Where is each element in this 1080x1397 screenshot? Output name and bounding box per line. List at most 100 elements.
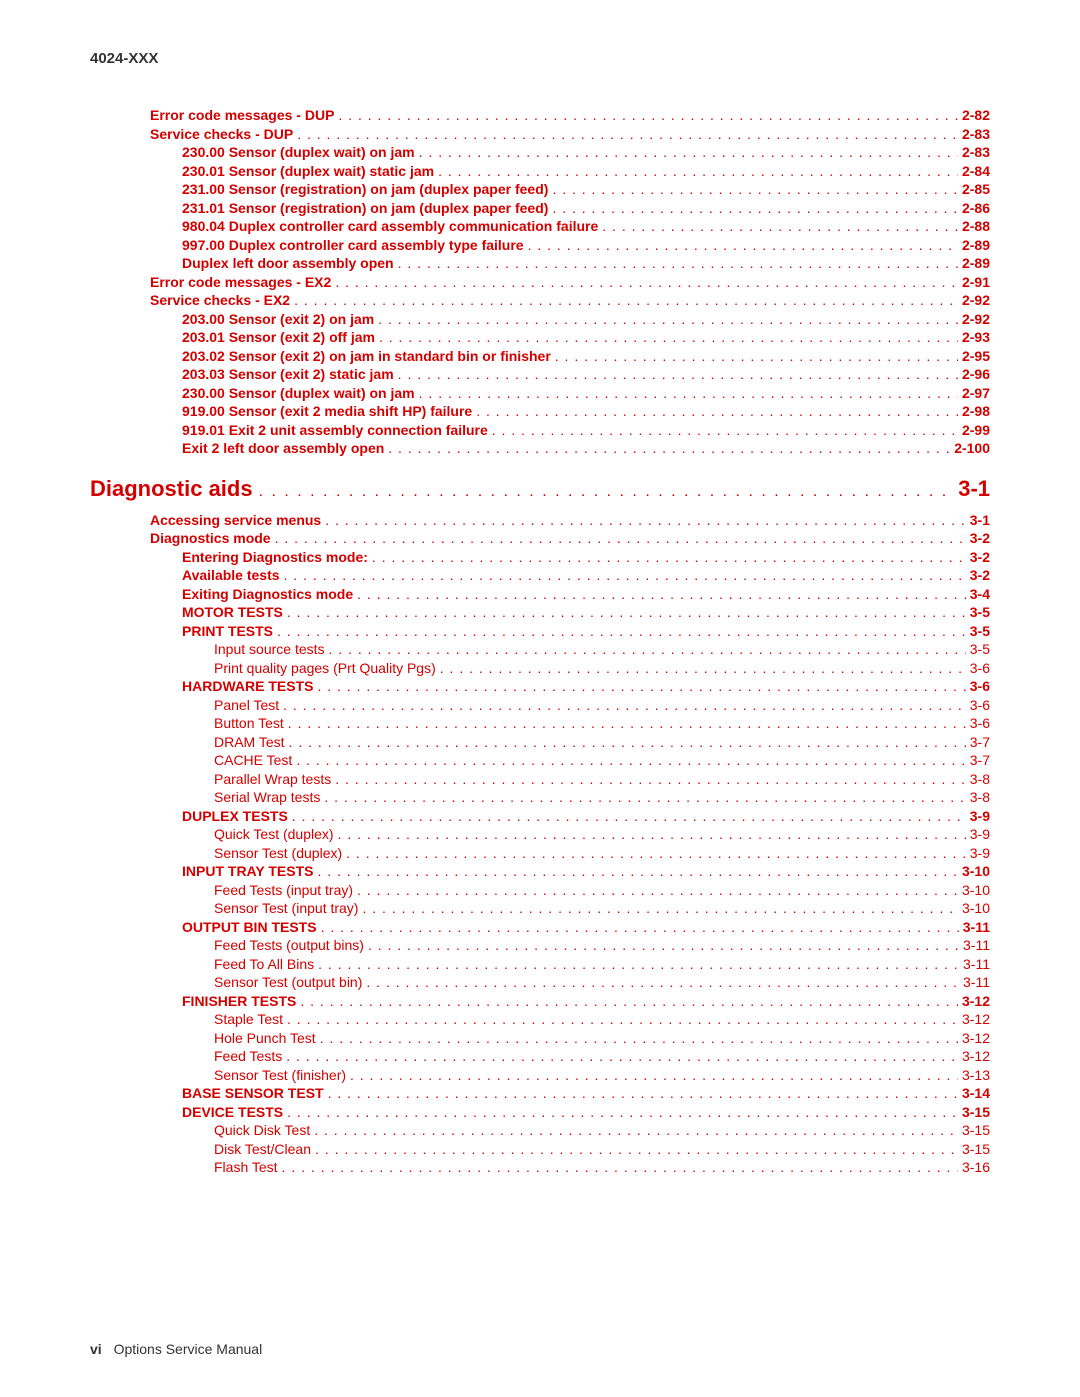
toc-entry-label[interactable]: Feed Tests (output bins) [214,937,364,955]
toc-entry: PRINT TESTS3-5 [182,623,990,641]
toc-entry-label[interactable]: Quick Test (duplex) [214,826,334,844]
toc-entry-label[interactable]: Duplex left door assembly open [182,255,394,273]
toc-entry-label[interactable]: Serial Wrap tests [214,789,320,807]
toc-entry-label[interactable]: Flash Test [214,1159,278,1177]
toc-entry-label[interactable]: Diagnostics mode [150,530,271,548]
toc-entry-label[interactable]: Service checks - DUP [150,126,293,144]
toc-entry-label[interactable]: 919.01 Exit 2 unit assembly connection f… [182,422,488,440]
toc-entry-label[interactable]: 203.03 Sensor (exit 2) static jam [182,366,394,384]
toc-leader [277,623,966,641]
toc-entry-label[interactable]: Hole Punch Test [214,1030,316,1048]
toc-entry-page: 3-6 [970,715,990,733]
toc-entry: Duplex left door assembly open 2-89 [182,255,990,273]
toc-entry: Accessing service menus3-1 [150,512,990,530]
toc-entry-label[interactable]: Button Test [214,715,284,733]
toc-entry-label[interactable]: 230.01 Sensor (duplex wait) static jam [182,163,434,181]
toc-entry-label[interactable]: 919.00 Sensor (exit 2 media shift HP) fa… [182,403,472,421]
toc-entry-label[interactable]: Entering Diagnostics mode: [182,549,368,567]
toc-leader [476,403,958,421]
toc-entry-label[interactable]: Input source tests [214,641,325,659]
toc-leader [284,567,966,585]
toc-entry-label[interactable]: OUTPUT BIN TESTS [182,919,317,937]
toc-entry-label[interactable]: PRINT TESTS [182,623,273,641]
footer-title: Options Service Manual [114,1341,263,1357]
toc-entry: Sensor Test (input tray)3-10 [214,900,990,918]
toc-leader [315,1141,958,1159]
toc-entry-label[interactable]: 203.01 Sensor (exit 2) off jam [182,329,375,347]
toc-entry-label[interactable]: Quick Disk Test [214,1122,310,1140]
toc-entry-label[interactable]: 203.00 Sensor (exit 2) on jam [182,311,374,329]
toc-entry-page: 2-89 [962,255,990,273]
toc-entry-label[interactable]: Sensor Test (finisher) [214,1067,346,1085]
toc-entry-label[interactable]: Exit 2 left door assembly open [182,440,384,458]
toc-entry-label[interactable]: 230.00 Sensor (duplex wait) on jam [182,144,415,162]
toc-entry-label[interactable]: Sensor Test (input tray) [214,900,358,918]
toc-entry-label[interactable]: FINISHER TESTS [182,993,296,1011]
toc-leader [286,1048,958,1066]
toc-entry-page: 3-12 [962,993,990,1011]
toc-entry: Panel Test3-6 [214,697,990,715]
toc-entry-page: 3-2 [970,567,990,585]
toc-entry-label[interactable]: 203.02 Sensor (exit 2) on jam in standar… [182,348,551,366]
toc-entry-page: 3-15 [962,1122,990,1140]
toc-entry: Feed Tests3-12 [214,1048,990,1066]
toc-entry-page: 3-16 [962,1159,990,1177]
toc-entry-label[interactable]: Panel Test [214,697,279,715]
toc-entry-label[interactable]: MOTOR TESTS [182,604,283,622]
toc-entry-label[interactable]: DRAM Test [214,734,285,752]
toc-section-title[interactable]: Diagnostic aids [90,476,253,502]
toc-leader [287,1104,958,1122]
toc-entry-label[interactable]: DUPLEX TESTS [182,808,288,826]
toc-leader [602,218,958,236]
toc-entry-page: 2-83 [962,126,990,144]
toc-entry-label[interactable]: Feed Tests [214,1048,282,1066]
toc-entry-label[interactable]: Print quality pages (Prt Quality Pgs) [214,660,436,678]
toc-leader [388,440,950,458]
toc-entry-label[interactable]: Sensor Test (output bin) [214,974,362,992]
toc-entry-label[interactable]: BASE SENSOR TEST [182,1085,324,1103]
toc-entry-label[interactable]: 980.04 Duplex controller card assembly c… [182,218,598,236]
toc-entry: Entering Diagnostics mode:3-2 [182,549,990,567]
toc-entry-label[interactable]: Feed Tests (input tray) [214,882,353,900]
toc-entry-label[interactable]: Available tests [182,567,280,585]
toc-entry: 231.01 Sensor (registration) on jam (dup… [182,200,990,218]
toc-entry-label[interactable]: Service checks - EX2 [150,292,290,310]
toc-entry-label[interactable]: Disk Test/Clean [214,1141,311,1159]
toc-leader [379,329,958,347]
toc-leader [338,826,966,844]
toc-entry-label[interactable]: Staple Test [214,1011,283,1029]
toc-leader [335,771,966,789]
toc-entry: INPUT TRAY TESTS3-10 [182,863,990,881]
page-footer: vi Options Service Manual [90,1341,262,1357]
toc-leader [324,789,965,807]
toc-entry-page: 2-92 [962,311,990,329]
toc-entry-label[interactable]: 997.00 Duplex controller card assembly t… [182,237,524,255]
toc-leader [300,993,958,1011]
toc-leader [419,385,958,403]
toc-entry: 230.00 Sensor (duplex wait) on jam2-83 [182,144,990,162]
toc-entry-page: 3-12 [962,1030,990,1048]
toc-entry-label[interactable]: INPUT TRAY TESTS [182,863,313,881]
toc-entry-label[interactable]: Error code messages - DUP [150,107,334,125]
toc-entry-label[interactable]: Parallel Wrap tests [214,771,331,789]
toc-entry: Parallel Wrap tests3-8 [214,771,990,789]
toc-entry-label[interactable]: 231.01 Sensor (registration) on jam (dup… [182,200,548,218]
toc-entry-label[interactable]: Sensor Test (duplex) [214,845,342,863]
toc-entry-page: 3-13 [962,1067,990,1085]
toc-entry: 980.04 Duplex controller card assembly c… [182,218,990,236]
toc-entry: Quick Test (duplex)3-9 [214,826,990,844]
toc-entry-label[interactable]: Error code messages - EX2 [150,274,331,292]
toc-entry-label[interactable]: 230.00 Sensor (duplex wait) on jam [182,385,415,403]
toc-entry-label[interactable]: CACHE Test [214,752,292,770]
document-code: 4024-XXX [90,50,990,67]
toc-leader [338,107,958,125]
toc-entry-label[interactable]: Feed To All Bins [214,956,314,974]
toc-entry-label[interactable]: DEVICE TESTS [182,1104,283,1122]
toc-entry-label[interactable]: Exiting Diagnostics mode [182,586,353,604]
toc-entry-page: 2-99 [962,422,990,440]
toc-entry-label[interactable]: HARDWARE TESTS [182,678,313,696]
toc-entry-label[interactable]: 231.00 Sensor (registration) on jam (dup… [182,181,548,199]
toc-entry-label[interactable]: Accessing service menus [150,512,321,530]
toc-entry: 231.00 Sensor (registration) on jam (dup… [182,181,990,199]
toc-entry-page: 2-98 [962,403,990,421]
